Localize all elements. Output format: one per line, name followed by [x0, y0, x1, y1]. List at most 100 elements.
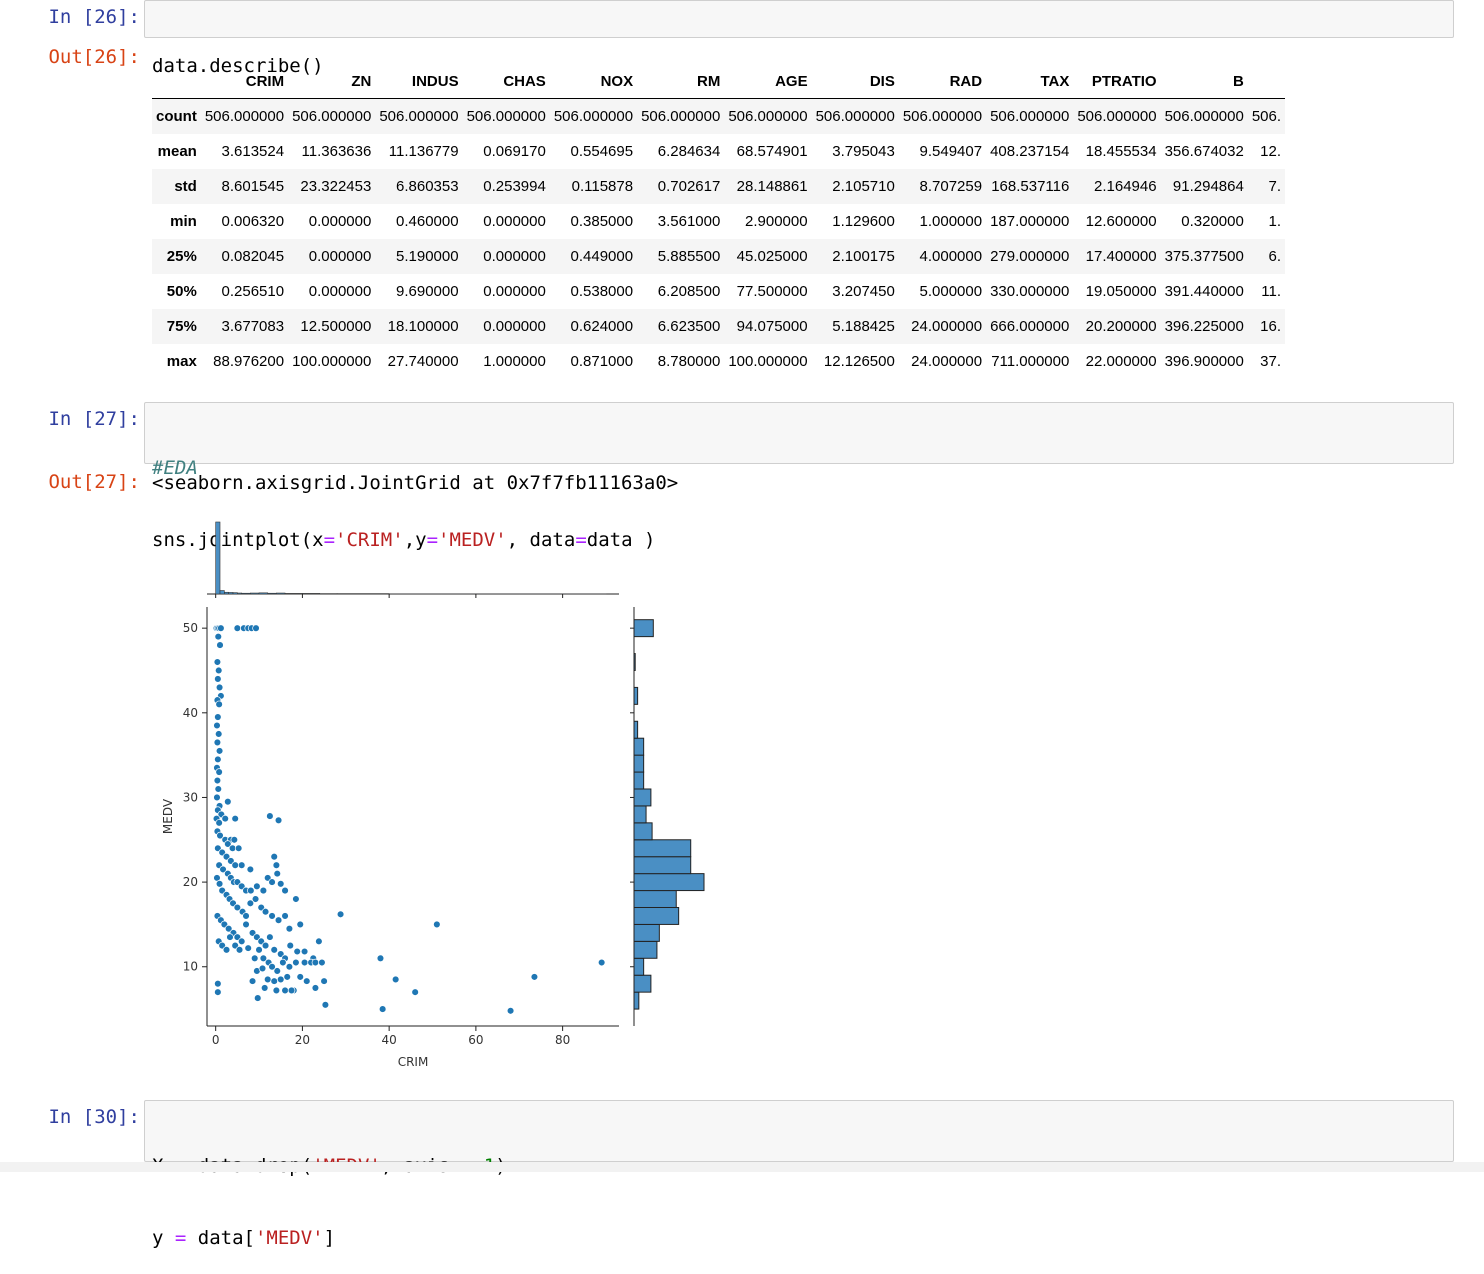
scatter-point	[293, 896, 300, 903]
scatter-point	[223, 946, 230, 953]
scatter-point	[282, 887, 289, 894]
table-cell: 356.674032	[1161, 134, 1248, 169]
scatter-point	[261, 985, 268, 992]
scatter-point	[256, 946, 263, 953]
scatter-point	[319, 959, 326, 966]
table-cell: 77.500000	[724, 274, 811, 309]
table-cell: 0.000000	[463, 204, 550, 239]
table-cell: 6.284634	[637, 134, 724, 169]
table-cell: 506.000000	[463, 99, 550, 135]
x-tick-label: 20	[295, 1033, 310, 1047]
scatter-point	[214, 980, 221, 987]
table-cell: 0.253994	[463, 169, 550, 204]
table-cell: 12.500000	[288, 309, 375, 344]
scatter-point	[236, 946, 243, 953]
table-cell: 3.561000	[637, 204, 724, 239]
table-cell: 396.900000	[1161, 344, 1248, 379]
scatter-point	[315, 938, 322, 945]
y-histogram-bar	[634, 924, 659, 941]
y-histogram-bar	[634, 620, 653, 637]
scatter-point	[279, 959, 286, 966]
scatter-point	[214, 676, 221, 683]
column-header: B	[1161, 64, 1248, 99]
table-cell: 9.690000	[375, 274, 462, 309]
table-cell: 88.976200	[201, 344, 288, 379]
row-label: 75%	[152, 309, 201, 344]
scatter-point	[259, 965, 266, 972]
scatter-point	[216, 701, 223, 708]
y-histogram-bar	[634, 755, 644, 772]
y-axis-label: MEDV	[161, 798, 175, 834]
column-header: RM	[637, 64, 724, 99]
table-cell: 0.460000	[375, 204, 462, 239]
scatter-point	[234, 625, 241, 632]
y-tick-label: 20	[183, 875, 198, 889]
table-cell: 28.148861	[724, 169, 811, 204]
table-cell: 3.207450	[812, 274, 899, 309]
row-label: 50%	[152, 274, 201, 309]
scatter-point	[274, 870, 281, 877]
table-cell: 279.000000	[986, 239, 1073, 274]
cell-27-code-editor[interactable]: #EDA sns.jointplot(x='CRIM',y='MEDV', da…	[144, 402, 1454, 464]
y-histogram-bar	[634, 654, 635, 671]
table-cell: 12.	[1248, 134, 1285, 169]
cell-27-input-prompt: In [27]:	[0, 408, 140, 430]
x-tick-label: 0	[212, 1033, 220, 1047]
scatter-point	[253, 883, 260, 890]
table-cell: 391.440000	[1161, 274, 1248, 309]
cell-27-output-prompt: Out[27]:	[0, 471, 140, 493]
table-cell: 0.320000	[1161, 204, 1248, 239]
table-cell: 0.082045	[201, 239, 288, 274]
table-cell: 94.075000	[724, 309, 811, 344]
table-cell: 17.400000	[1073, 239, 1160, 274]
scatter-point	[274, 968, 281, 975]
scatter-point	[262, 908, 269, 915]
column-header: PTRATIO	[1073, 64, 1160, 99]
y-histogram-bar	[634, 823, 652, 840]
scatter-point	[507, 1007, 514, 1014]
x-histogram-bar	[250, 593, 259, 594]
column-header: RAD	[899, 64, 986, 99]
y-histogram-bar	[634, 992, 639, 1009]
cell-30-code-editor[interactable]: X = data.drop('MEDV', axis = 1) y = data…	[144, 1100, 1454, 1162]
scatter-point	[264, 976, 271, 983]
scatter-point	[214, 659, 221, 666]
x-histogram-bar	[285, 593, 302, 594]
x-histogram-bar	[229, 592, 233, 594]
table-cell: 3.677083	[201, 309, 288, 344]
cell-30-input-prompt: In [30]:	[0, 1106, 140, 1128]
scatter-point	[216, 880, 223, 887]
code-token: ]	[324, 1227, 335, 1249]
table-cell: 506.000000	[201, 99, 288, 135]
scatter-point	[269, 913, 276, 920]
scatter-point	[271, 978, 278, 985]
table-cell: 12.600000	[1073, 204, 1160, 239]
scatter-point	[245, 945, 252, 952]
scatter-point	[277, 976, 284, 983]
scatter-point	[294, 948, 301, 955]
y-tick-label: 30	[183, 790, 198, 804]
table-cell: 506.000000	[724, 99, 811, 135]
table-cell: 168.537116	[986, 169, 1073, 204]
table-cell: 1.000000	[899, 204, 986, 239]
table-cell: 396.225000	[1161, 309, 1248, 344]
table-cell: 0.000000	[463, 274, 550, 309]
y-histogram-bar	[634, 907, 679, 924]
scatter-point	[286, 925, 293, 932]
x-histogram-bar	[276, 593, 285, 594]
table-cell: 1.	[1248, 204, 1285, 239]
cell-26-code-editor[interactable]: data.describe()	[144, 0, 1454, 38]
table-cell: 0.554695	[550, 134, 637, 169]
column-header	[1248, 64, 1285, 99]
scatter-point	[247, 866, 254, 873]
table-cell: 1.000000	[463, 344, 550, 379]
table-cell: 506.000000	[812, 99, 899, 135]
scatter-point	[215, 786, 222, 793]
scatter-point	[297, 974, 304, 981]
scatter-point	[214, 714, 221, 721]
scatter-point	[275, 817, 282, 824]
table-cell: 0.449000	[550, 239, 637, 274]
scatter-point	[249, 978, 256, 985]
